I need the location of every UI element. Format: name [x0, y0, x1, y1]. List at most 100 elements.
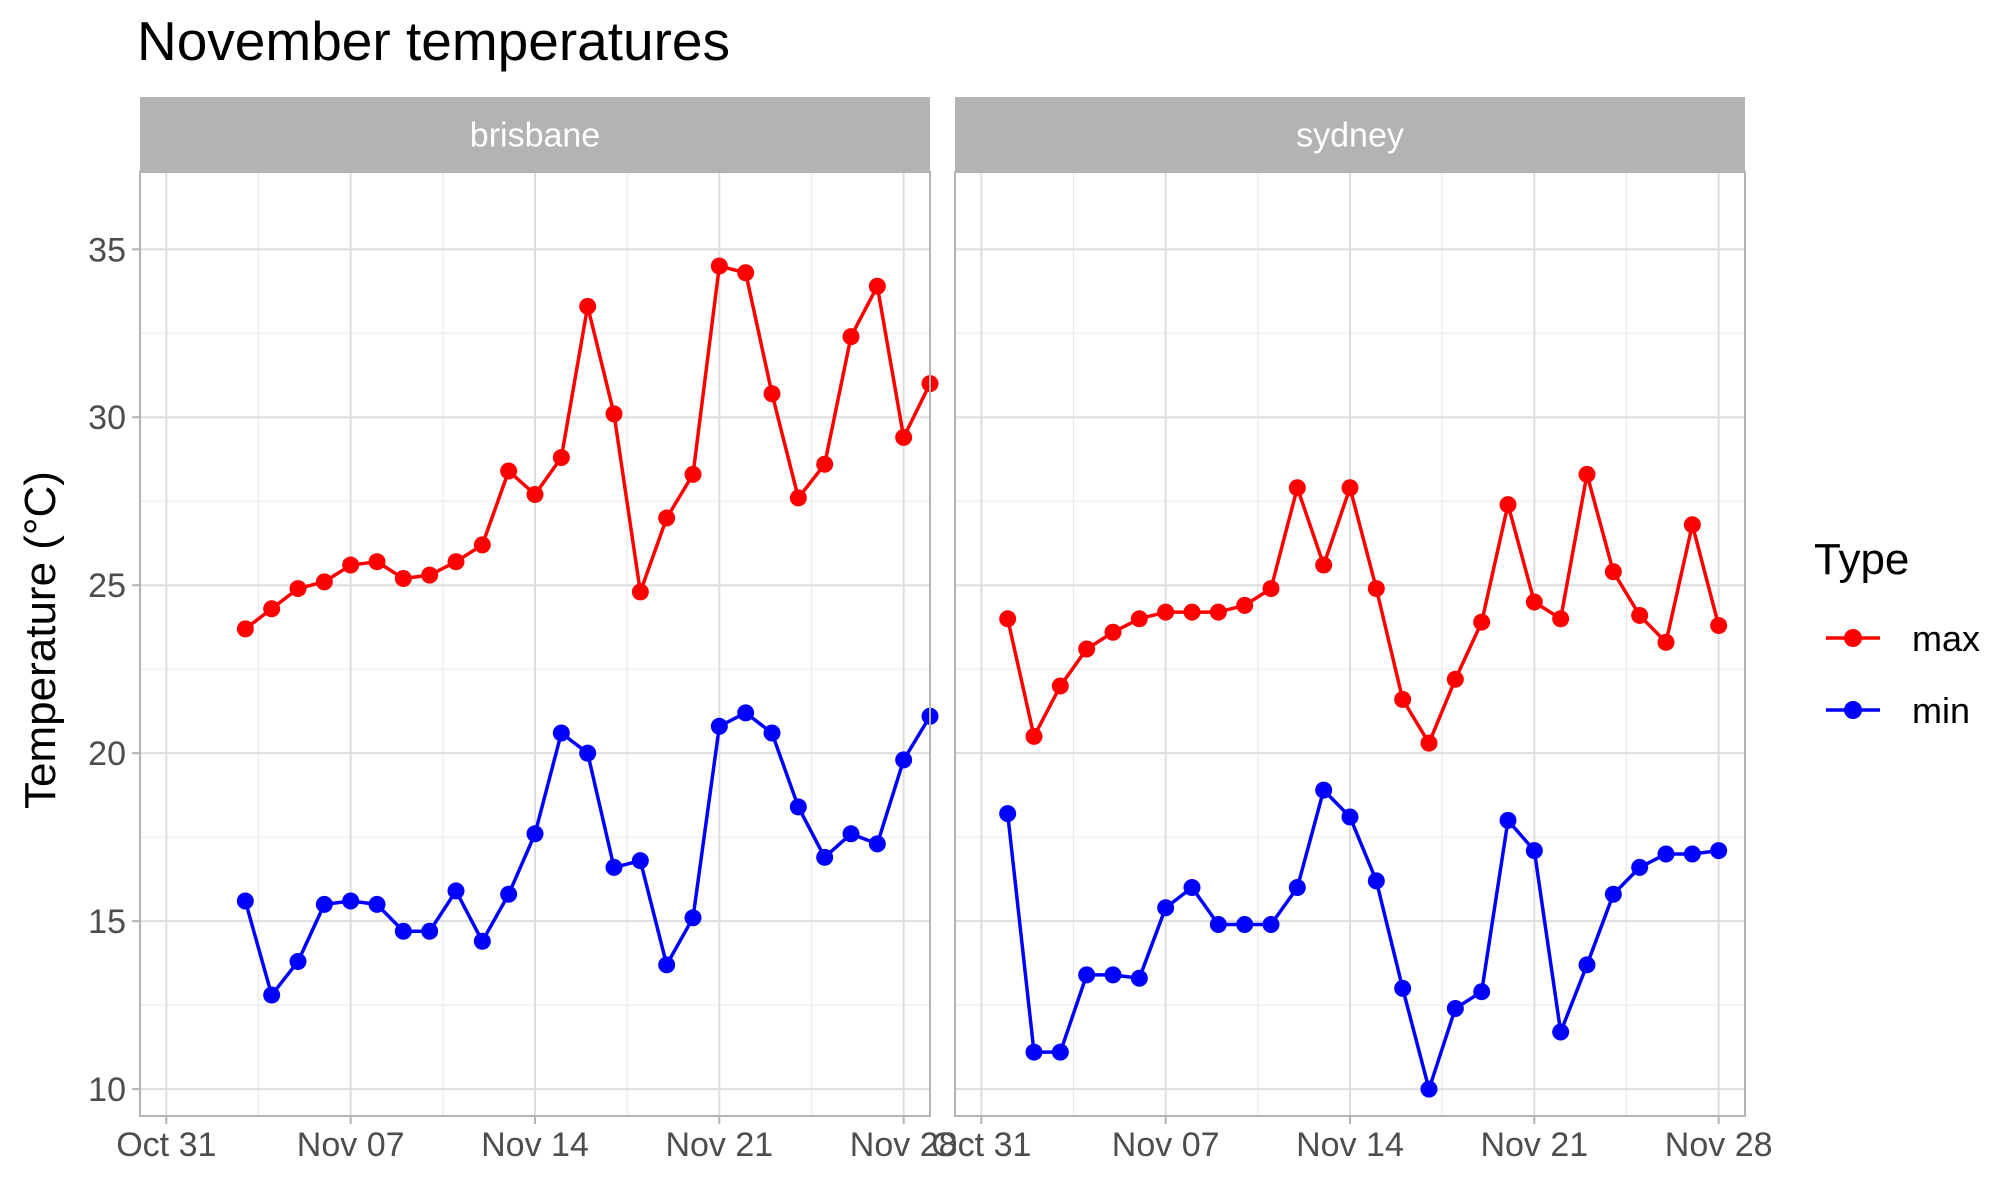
data-point-max	[684, 465, 702, 483]
data-point-max	[1367, 580, 1385, 598]
data-point-min	[1499, 811, 1517, 829]
facet-strip	[140, 97, 930, 172]
data-point-max	[737, 264, 755, 282]
data-point-max	[342, 556, 360, 574]
data-point-max	[394, 569, 412, 587]
data-point-max	[1657, 633, 1675, 651]
series-line-max	[244, 264, 932, 631]
x-tick-label: Nov 14	[481, 1126, 589, 1164]
data-point-min	[1631, 858, 1649, 876]
data-point-min	[1262, 916, 1280, 934]
data-point-min	[631, 852, 649, 870]
data-point-min	[552, 724, 570, 742]
data-point-max	[1341, 479, 1359, 497]
data-point-min	[1157, 899, 1175, 917]
data-point-max	[999, 610, 1017, 628]
data-point-max	[789, 489, 807, 507]
data-point-max	[1236, 596, 1254, 614]
data-point-min	[1183, 879, 1201, 897]
data-point-max	[1552, 610, 1570, 628]
data-point-min	[658, 956, 676, 974]
data-point-min	[421, 922, 439, 940]
data-point-min	[368, 895, 386, 913]
facet-panel-sydney: sydney Oct 31 Nov 07 Nov 14 Nov 21 Nov 28	[931, 97, 1773, 1164]
data-point-max	[631, 583, 649, 601]
series-line-max	[1005, 472, 1721, 745]
data-point-max	[842, 328, 860, 346]
data-point-min	[1078, 966, 1096, 984]
data-point-min	[1288, 879, 1306, 897]
x-tick-label: Nov 28	[1665, 1126, 1773, 1164]
data-point-min	[1446, 999, 1464, 1017]
data-point-max	[658, 509, 676, 527]
data-point-min	[1236, 916, 1254, 934]
data-point-min	[1025, 1043, 1043, 1061]
data-point-max	[1157, 603, 1175, 621]
legend-key-point-min	[1844, 701, 1862, 719]
x-tick-label: Nov 07	[1112, 1126, 1220, 1164]
legend-key-point-max	[1844, 629, 1862, 647]
legend-title: Type	[1814, 535, 1909, 584]
data-point-min	[1315, 781, 1333, 799]
data-point-max	[763, 385, 781, 403]
data-point-max	[1578, 465, 1596, 483]
data-point-max	[816, 455, 834, 473]
data-point-max	[1288, 479, 1306, 497]
data-point-min	[1394, 979, 1412, 997]
data-point-max	[263, 600, 281, 618]
series-line-min	[1005, 788, 1719, 1091]
data-point-min	[236, 892, 254, 910]
chart-title: November temperatures	[137, 10, 730, 72]
data-point-min	[473, 932, 491, 950]
data-point-min	[868, 835, 886, 853]
data-point-max	[1078, 640, 1096, 658]
data-point-max	[1394, 690, 1412, 708]
data-point-max	[1499, 496, 1517, 514]
data-point-max	[1051, 677, 1069, 695]
data-point-min	[737, 704, 755, 722]
data-point-max	[1473, 613, 1491, 631]
data-point-min	[1604, 885, 1622, 903]
data-point-min	[315, 895, 333, 913]
data-point-min	[500, 885, 518, 903]
facet-strip-label: brisbane	[470, 117, 600, 155]
data-point-max	[1262, 580, 1280, 598]
data-point-min	[579, 744, 597, 762]
data-point-min	[394, 922, 412, 940]
data-point-max	[526, 486, 544, 504]
data-point-min	[1525, 842, 1543, 860]
data-point-max	[868, 277, 886, 295]
data-point-min	[1104, 966, 1122, 984]
data-point-max	[1710, 617, 1728, 635]
data-point-max	[605, 405, 623, 423]
data-point-max	[500, 462, 518, 480]
data-point-min	[1209, 916, 1227, 934]
data-point-max	[1209, 603, 1227, 621]
x-tick-label: Nov 14	[1296, 1126, 1404, 1164]
legend-label-max: max	[1912, 618, 1980, 659]
data-point-max	[1183, 603, 1201, 621]
legend-label-min: min	[1912, 690, 1970, 731]
data-point-min	[1552, 1023, 1570, 1041]
data-point-max	[1315, 556, 1333, 574]
y-tick-label: 10	[88, 1071, 126, 1109]
data-point-max	[289, 580, 307, 598]
data-point-max	[315, 573, 333, 591]
data-point-max	[710, 257, 728, 275]
x-tick-label: Nov 21	[665, 1126, 773, 1164]
x-tick-label: Nov 28	[850, 1126, 958, 1164]
legend: Type max min	[1814, 535, 1980, 731]
data-point-max	[579, 297, 597, 315]
data-point-max	[1130, 610, 1148, 628]
data-point-min	[789, 798, 807, 816]
data-point-max	[1683, 516, 1701, 534]
data-point-min	[605, 858, 623, 876]
y-axis-title: Temperature (°C)	[16, 471, 65, 809]
data-point-min	[842, 825, 860, 843]
data-point-min	[289, 952, 307, 970]
data-point-min	[1341, 808, 1359, 826]
y-tick-label: 30	[88, 399, 126, 437]
data-point-max	[1604, 563, 1622, 581]
x-tick-label: Oct 31	[931, 1126, 1031, 1164]
